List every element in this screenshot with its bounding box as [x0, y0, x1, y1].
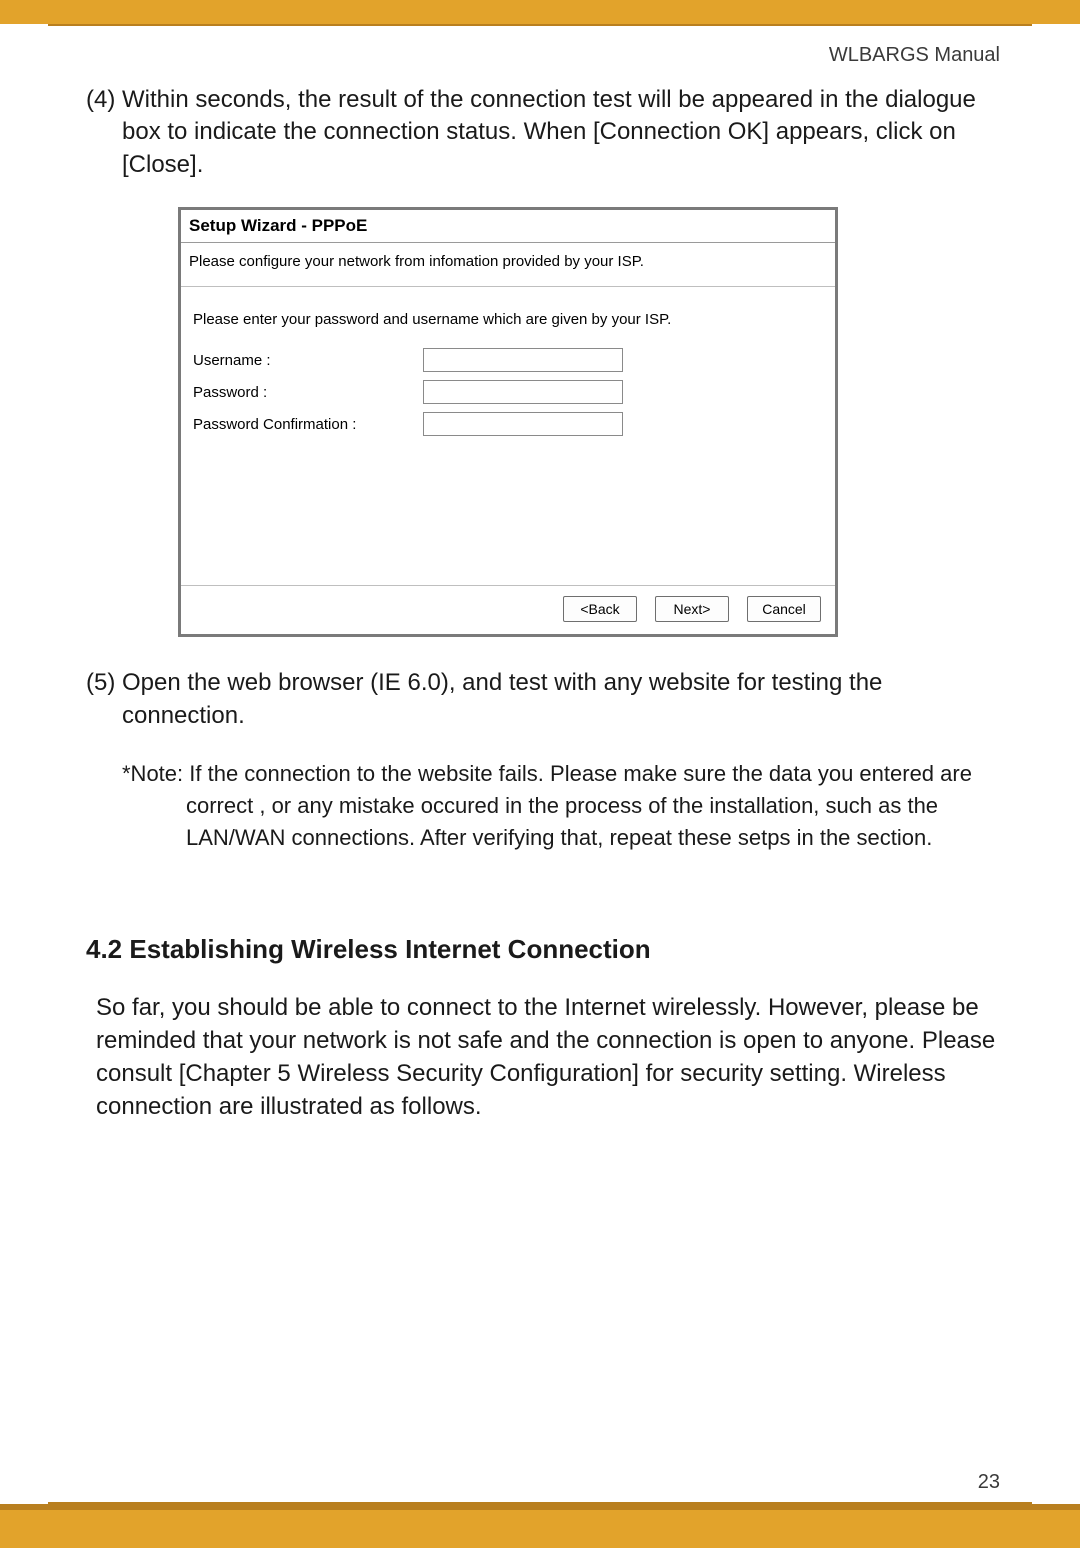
section-4-2-heading: 4.2 Establishing Wireless Internet Conne… — [86, 934, 1000, 965]
back-button[interactable]: <Back — [563, 596, 637, 622]
top-band — [0, 0, 1080, 24]
wizard-subtitle: Please configure your network from infom… — [181, 243, 835, 287]
wizard-footer: <Back Next> Cancel — [181, 585, 835, 634]
step-4-text: (4) Within seconds, the result of the co… — [86, 84, 1000, 181]
cancel-button[interactable]: Cancel — [747, 596, 821, 622]
step-5-text: (5) Open the web browser (IE 6.0), and t… — [86, 667, 1000, 732]
header-manual-label: WLBARGS Manual — [829, 44, 1000, 67]
page-content: (4) Within seconds, the result of the co… — [86, 84, 1000, 1123]
password-confirm-label: Password Confirmation : — [193, 416, 423, 433]
next-button[interactable]: Next> — [655, 596, 729, 622]
setup-wizard-dialog: Setup Wizard - PPPoE Please configure yo… — [178, 207, 838, 637]
password-confirm-row: Password Confirmation : — [193, 412, 823, 436]
password-confirm-input[interactable] — [423, 412, 623, 436]
note-text: *Note: If the connection to the website … — [122, 758, 1000, 854]
section-4-2-body: So far, you should be able to connect to… — [96, 991, 1000, 1123]
wizard-body: Please enter your password and username … — [181, 287, 835, 585]
wizard-title: Setup Wizard - PPPoE — [181, 210, 835, 243]
password-row: Password : — [193, 380, 823, 404]
frame-rule-top — [48, 24, 1032, 26]
username-input[interactable] — [423, 348, 623, 372]
password-input[interactable] — [423, 380, 623, 404]
wizard-instruction: Please enter your password and username … — [193, 311, 823, 328]
note-block: *Note: If the connection to the website … — [122, 758, 1000, 854]
username-row: Username : — [193, 348, 823, 372]
password-label: Password : — [193, 384, 423, 401]
bottom-band-outer — [0, 1510, 1080, 1548]
page-number: 23 — [978, 1471, 1000, 1494]
username-label: Username : — [193, 352, 423, 369]
